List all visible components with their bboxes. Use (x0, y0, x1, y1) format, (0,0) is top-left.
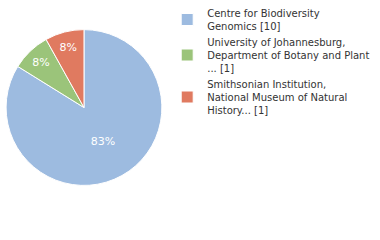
svg-text:Centre for BiodiversityGenomic: Centre for BiodiversityGenomics [10] (207, 8, 320, 32)
svg-text:8%: 8% (60, 41, 77, 54)
svg-text:8%: 8% (32, 56, 49, 69)
svg-text:Smithsonian Institution,Nation: Smithsonian Institution,National Museum … (207, 79, 347, 116)
svg-text:University of Johannesburg,Dep: University of Johannesburg,Department of… (207, 37, 369, 74)
svg-text:83%: 83% (91, 135, 115, 148)
